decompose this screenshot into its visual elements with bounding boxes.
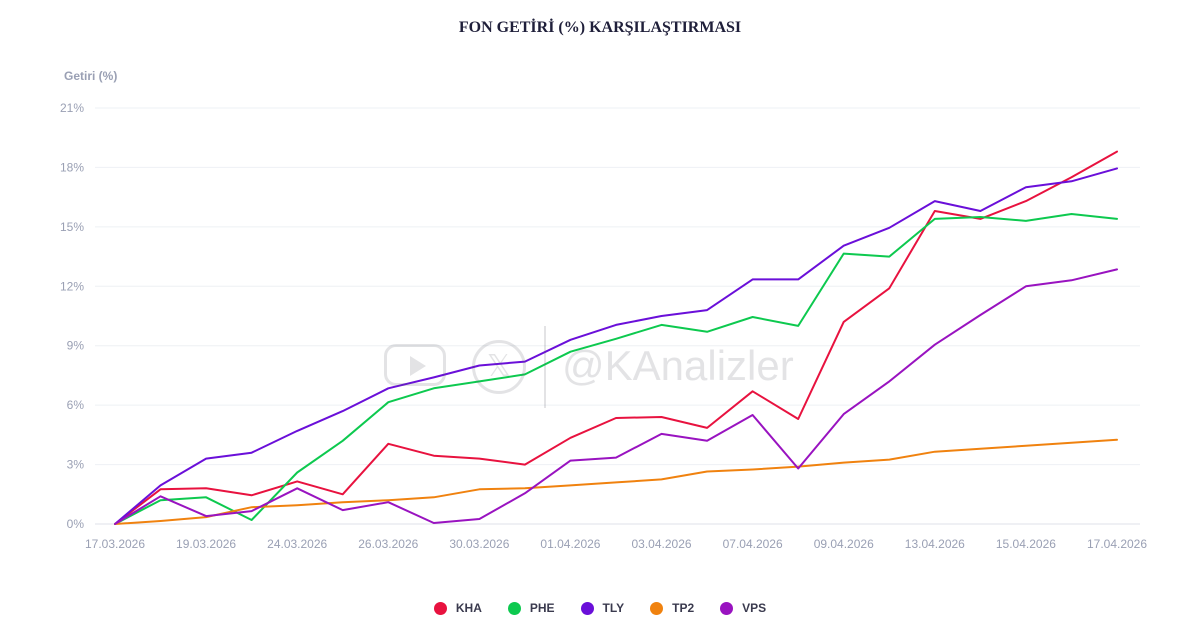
x-tick-label: 30.03.2026: [449, 537, 509, 551]
legend-item-kha[interactable]: KHA: [433, 601, 482, 615]
x-tick-label: 13.04.2026: [905, 537, 965, 551]
series-line-vps[interactable]: [114, 268, 1118, 525]
x-tick-label: 03.04.2026: [632, 537, 692, 551]
y-tick-label: 18%: [60, 160, 84, 174]
series-lines[interactable]: [114, 150, 1118, 525]
y-axis-title: Getiri (%): [64, 69, 118, 83]
series-line-phe[interactable]: [114, 213, 1118, 525]
legend-dot-icon: [580, 601, 594, 615]
x-tick-label: 24.03.2026: [267, 537, 327, 551]
series-line-tly[interactable]: [114, 167, 1118, 525]
x-tick-label: 26.03.2026: [358, 537, 418, 551]
y-tick-label: 3%: [67, 458, 85, 472]
y-tick-label: 21%: [60, 101, 84, 115]
series-line-kha[interactable]: [114, 150, 1118, 525]
legend-dot-icon: [507, 601, 521, 615]
x-tick-label: 01.04.2026: [540, 537, 600, 551]
legend-label: KHA: [455, 601, 482, 615]
legend-item-tp2[interactable]: TP2: [650, 601, 694, 615]
legend-dot-icon: [433, 601, 447, 615]
y-tick-label: 0%: [67, 517, 85, 531]
legend-dot-icon: [650, 601, 664, 615]
legend-item-phe[interactable]: PHE: [507, 601, 555, 615]
y-axis-ticks: 0% 3% 6% 9% 12% 15% 18% 21%: [60, 101, 84, 531]
x-tick-label: 19.03.2026: [176, 537, 236, 551]
y-tick-label: 12%: [60, 279, 84, 293]
x-tick-label: 07.04.2026: [723, 537, 783, 551]
legend-label: TLY: [602, 601, 625, 615]
y-tick-label: 6%: [67, 398, 85, 412]
chart-title: FON GETİRİ (%) KARŞILAŞTIRMASI: [458, 19, 742, 36]
legend-label: TP2: [672, 601, 695, 615]
y-tick-label: 9%: [67, 339, 85, 353]
grid-lines: [95, 107, 1140, 525]
x-tick-label: 17.03.2026: [85, 537, 145, 551]
x-tick-label: 17.04.2026: [1087, 537, 1147, 551]
x-axis-ticks: 17.03.2026 19.03.2026 24.03.2026 26.03.2026…: [85, 537, 1147, 551]
legend: KHA PHE TLY TP2 VPS: [0, 601, 1200, 615]
legend-label: PHE: [529, 601, 555, 615]
legend-label: VPS: [742, 601, 767, 615]
y-tick-label: 15%: [60, 220, 84, 234]
series-line-tp2[interactable]: [114, 438, 1118, 525]
legend-item-tly[interactable]: TLY: [580, 601, 625, 615]
legend-item-vps[interactable]: VPS: [720, 601, 766, 615]
x-tick-label: 15.04.2026: [996, 537, 1056, 551]
x-tick-label: 09.04.2026: [814, 537, 874, 551]
legend-dot-icon: [720, 601, 734, 615]
